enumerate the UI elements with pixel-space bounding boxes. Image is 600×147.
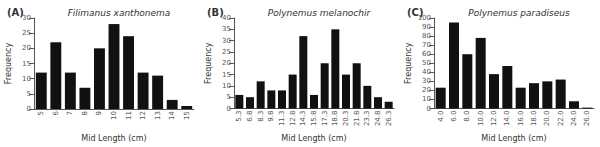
svg-text:25: 25 (22, 29, 31, 37)
svg-text:4.0: 4.0 (437, 111, 445, 122)
svg-text:22.0: 22.0 (557, 111, 565, 127)
svg-text:30: 30 (22, 14, 31, 22)
svg-text:14.0: 14.0 (503, 111, 511, 127)
svg-text:14: 14 (168, 110, 176, 119)
svg-text:25: 25 (222, 48, 231, 56)
svg-text:Frequency: Frequency (404, 42, 413, 84)
svg-text:23.3: 23.3 (363, 111, 371, 127)
svg-text:10: 10 (22, 75, 31, 83)
svg-text:Polynemus melanochir: Polynemus melanochir (268, 8, 372, 18)
svg-text:5: 5 (37, 111, 45, 115)
svg-text:12: 12 (139, 111, 147, 120)
svg-text:6.0: 6.0 (450, 111, 458, 122)
svg-text:6: 6 (52, 110, 60, 115)
svg-text:(B): (B) (207, 7, 224, 18)
svg-text:30: 30 (222, 37, 231, 45)
svg-text:10.0: 10.0 (477, 111, 485, 127)
svg-text:Mid Length (cm): Mid Length (cm) (481, 134, 546, 143)
svg-text:Frequency: Frequency (204, 42, 213, 84)
svg-text:10: 10 (110, 111, 118, 120)
svg-text:17.3: 17.3 (321, 111, 329, 127)
svg-text:24.0: 24.0 (570, 111, 578, 127)
svg-text:21.8: 21.8 (353, 111, 361, 127)
svg-text:70: 70 (422, 41, 431, 49)
svg-text:12.8: 12.8 (289, 111, 297, 127)
svg-text:15.8: 15.8 (310, 111, 318, 127)
svg-text:8.3: 8.3 (257, 111, 265, 122)
svg-text:60: 60 (422, 50, 431, 58)
svg-text:6.8: 6.8 (246, 111, 254, 122)
svg-text:20.0: 20.0 (543, 111, 551, 127)
svg-text:18.0: 18.0 (530, 111, 538, 127)
svg-text:8.0: 8.0 (463, 111, 471, 122)
svg-text:100: 100 (417, 14, 431, 22)
svg-text:(C): (C) (407, 7, 423, 18)
svg-text:0: 0 (27, 105, 31, 113)
svg-text:(A): (A) (7, 7, 24, 18)
svg-text:90: 90 (422, 23, 431, 31)
svg-text:Filimanus xanthonema: Filimanus xanthonema (68, 8, 171, 18)
svg-text:40: 40 (422, 68, 431, 76)
svg-text:5: 5 (27, 90, 31, 98)
svg-text:Mid Length (cm): Mid Length (cm) (81, 134, 146, 143)
svg-text:10: 10 (422, 95, 431, 103)
svg-text:5.3: 5.3 (235, 111, 243, 122)
svg-text:24.8: 24.8 (374, 111, 382, 127)
svg-text:30: 30 (422, 77, 431, 85)
svg-text:18.8: 18.8 (331, 111, 339, 127)
svg-text:9: 9 (95, 111, 103, 115)
svg-text:50: 50 (422, 59, 431, 67)
svg-text:0: 0 (227, 105, 231, 113)
svg-text:20: 20 (422, 86, 431, 94)
svg-text:15: 15 (183, 111, 191, 120)
svg-text:9.8: 9.8 (267, 111, 275, 122)
svg-text:7: 7 (66, 111, 74, 115)
svg-text:16.0: 16.0 (517, 111, 525, 127)
svg-text:13: 13 (154, 111, 162, 120)
svg-text:10: 10 (222, 82, 231, 90)
svg-text:11: 11 (125, 111, 133, 120)
svg-text:12.0: 12.0 (490, 111, 498, 127)
svg-text:20.3: 20.3 (342, 111, 350, 127)
svg-text:26.0: 26.0 (583, 111, 591, 127)
svg-text:0: 0 (427, 105, 431, 113)
svg-text:Mid Length (cm): Mid Length (cm) (281, 134, 346, 143)
svg-text:80: 80 (422, 32, 431, 40)
svg-text:35: 35 (222, 25, 231, 33)
svg-text:40: 40 (222, 14, 231, 22)
svg-text:5: 5 (227, 93, 231, 101)
svg-text:14.3: 14.3 (299, 111, 307, 127)
svg-text:Polynemus paradiseus: Polynemus paradiseus (468, 8, 570, 18)
svg-text:20: 20 (22, 44, 31, 52)
svg-text:20: 20 (222, 59, 231, 67)
svg-text:8: 8 (81, 111, 89, 115)
svg-text:15: 15 (222, 71, 231, 79)
svg-text:15: 15 (22, 60, 31, 68)
svg-text:11.3: 11.3 (278, 111, 286, 127)
svg-text:26.3: 26.3 (385, 111, 393, 127)
svg-text:Frequency: Frequency (4, 43, 13, 85)
